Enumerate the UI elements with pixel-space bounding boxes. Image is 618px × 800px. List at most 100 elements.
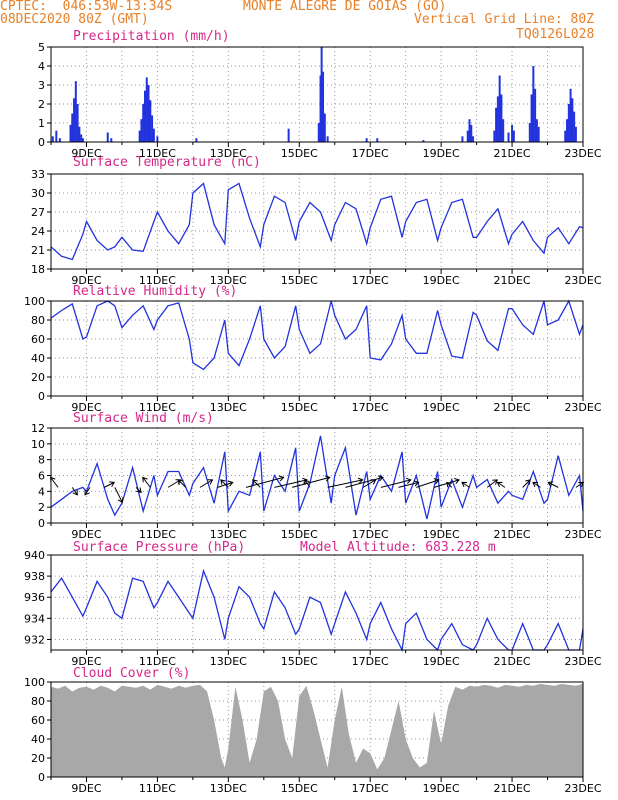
humidity-xtick-label: 15DEC bbox=[281, 401, 318, 414]
wind-vector bbox=[71, 487, 78, 496]
humidity-xtick-label: 17DEC bbox=[352, 401, 389, 414]
cloud-ytick-label: 40 bbox=[31, 733, 45, 746]
precip-bar bbox=[323, 113, 326, 142]
wind-vector bbox=[547, 481, 559, 488]
precip-ytick-label: 4 bbox=[38, 60, 45, 73]
wind-vector bbox=[327, 479, 363, 488]
precip-bar bbox=[511, 124, 514, 142]
wind-vector bbox=[497, 481, 506, 488]
temperature-ytick-label: 30 bbox=[31, 187, 45, 200]
precip-bar bbox=[461, 136, 464, 142]
temperature-frame bbox=[50, 173, 584, 270]
wind-vector bbox=[380, 479, 411, 488]
cloud-xtick-label: 23DEC bbox=[564, 782, 601, 795]
cloud-xtick-label: 15DEC bbox=[281, 782, 318, 795]
cloud-frame bbox=[50, 681, 584, 778]
precip-bar bbox=[149, 100, 152, 142]
wind-vector bbox=[274, 479, 308, 488]
wind-vector-head bbox=[525, 479, 531, 485]
precip-bar bbox=[534, 88, 537, 142]
wind-ytick-label: 8 bbox=[38, 454, 45, 467]
wind-vector-head bbox=[220, 479, 226, 485]
precip-bar bbox=[507, 132, 510, 142]
wind-vector bbox=[304, 479, 311, 488]
pressure-ytick-label: 938 bbox=[24, 570, 45, 583]
wind-vector bbox=[84, 487, 91, 496]
pressure-xtick-label: 23DEC bbox=[564, 655, 601, 668]
precip-bar bbox=[470, 124, 473, 142]
cloud-ytick-label: 0 bbox=[38, 771, 45, 784]
humidity-ytick-label: 20 bbox=[31, 371, 45, 384]
wind-vector-head bbox=[370, 479, 377, 485]
precip-bar bbox=[496, 96, 499, 142]
precip-frame bbox=[50, 46, 584, 143]
model-id: TQ0126L028 bbox=[516, 27, 595, 42]
temperature-ytick-label: 27 bbox=[31, 206, 45, 219]
pressure-ytick-label: 936 bbox=[24, 591, 45, 604]
precip-bar bbox=[466, 130, 469, 142]
precip-bar bbox=[80, 134, 83, 142]
precip-bar bbox=[73, 98, 76, 142]
precip-xtick-label: 23DEC bbox=[564, 147, 601, 160]
wind-xtick-label: 23DEC bbox=[564, 528, 601, 541]
wind-vector-head bbox=[207, 479, 214, 485]
wind-vector-head bbox=[109, 481, 116, 487]
wind-vector bbox=[345, 476, 384, 488]
precip-xtick-label: 17DEC bbox=[352, 147, 389, 160]
precip-bar bbox=[142, 104, 145, 142]
precip-bar bbox=[74, 81, 77, 142]
precip-bar bbox=[151, 115, 154, 142]
wind-vector bbox=[50, 477, 59, 488]
temperature-xtick-label: 13DEC bbox=[210, 274, 247, 287]
wind-vector-head bbox=[72, 489, 78, 496]
wind-ytick-label: 2 bbox=[38, 501, 45, 514]
humidity-frame bbox=[50, 300, 584, 397]
temperature-xtick-label: 17DEC bbox=[352, 274, 389, 287]
cloud-xtick-label: 9DEC bbox=[71, 782, 101, 795]
wind-vector-head bbox=[405, 477, 412, 484]
precip-ytick-label: 1 bbox=[38, 117, 45, 130]
precip-bar bbox=[143, 90, 146, 142]
precip-bar bbox=[55, 130, 58, 142]
wind-vector bbox=[446, 482, 453, 488]
wind-xtick-label: 15DEC bbox=[281, 528, 318, 541]
precip-bar bbox=[320, 47, 323, 142]
precip-xtick-label: 19DEC bbox=[423, 147, 460, 160]
pressure-xtick-label: 19DEC bbox=[423, 655, 460, 668]
pressure-ytick-label: 932 bbox=[24, 633, 45, 646]
cloud-xtick-label: 19DEC bbox=[423, 782, 460, 795]
wind-vector bbox=[220, 479, 229, 488]
cloud-area bbox=[51, 683, 583, 777]
pressure-ytick-label: 940 bbox=[24, 549, 45, 562]
precip-bar bbox=[71, 113, 74, 142]
wind-vector bbox=[135, 487, 142, 493]
wind-vector-head bbox=[532, 481, 538, 488]
precip-ytick-label: 3 bbox=[38, 79, 45, 92]
precip-bar bbox=[365, 138, 368, 142]
precip-bar bbox=[319, 75, 322, 142]
temperature-xtick-label: 19DEC bbox=[423, 274, 460, 287]
wind-vector-head bbox=[446, 481, 452, 488]
precip-bar bbox=[147, 85, 150, 142]
precip-bar bbox=[566, 119, 569, 142]
precip-ytick-label: 0 bbox=[38, 136, 45, 149]
wind-vector bbox=[252, 479, 261, 488]
precip-bar bbox=[152, 128, 155, 142]
precip-bar bbox=[571, 98, 574, 142]
station-name: MONTE ALEGRE DE GOIAS (GO) bbox=[243, 0, 447, 14]
precip-xtick-label: 13DEC bbox=[210, 147, 247, 160]
pressure-xtick-label: 13DEC bbox=[210, 655, 247, 668]
wind-vector bbox=[532, 481, 541, 488]
precip-bar bbox=[69, 124, 72, 142]
wind-ytick-label: 12 bbox=[31, 422, 45, 435]
wind-vector-head bbox=[377, 475, 384, 482]
humidity-ytick-label: 80 bbox=[31, 314, 45, 327]
wind-vector-head bbox=[413, 480, 420, 487]
vertical-grid-note: Vertical Grid Line: 80Z bbox=[414, 12, 595, 27]
wind-vector-head bbox=[117, 497, 124, 504]
cloud-ytick-label: 60 bbox=[31, 714, 45, 727]
precip-bar bbox=[468, 119, 471, 142]
precip-title: Precipitation (mm/h) bbox=[73, 29, 230, 44]
precip-bar bbox=[530, 94, 533, 142]
wind-vector-head bbox=[227, 480, 234, 487]
